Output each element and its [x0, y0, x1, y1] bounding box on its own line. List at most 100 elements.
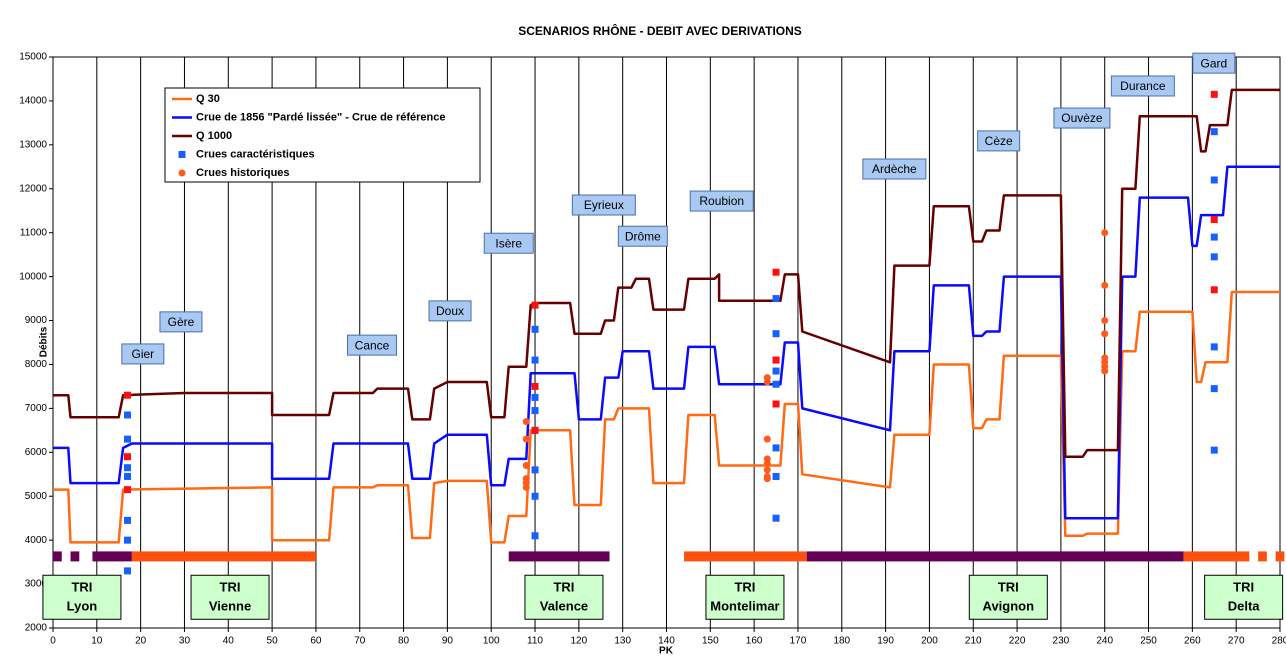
scatter-point [123, 516, 131, 524]
series-line [53, 290, 1280, 544]
scatter-point [123, 486, 131, 494]
scatter-point [123, 567, 131, 575]
legend-label: Crues historiques [196, 167, 290, 179]
x-tick-label: 60 [310, 636, 322, 647]
legend-label: Crues caractéristiques [196, 148, 315, 160]
scatter-point [531, 532, 539, 540]
scatter-point [531, 382, 539, 390]
legend-swatch [178, 151, 186, 158]
scatter-point [763, 475, 771, 483]
x-tick-label: 170 [790, 636, 807, 647]
scatter-point [1210, 128, 1218, 136]
scatter-point [123, 391, 131, 399]
scatter-point [531, 356, 539, 364]
band-segment [1275, 551, 1285, 562]
scatter-point [1210, 176, 1218, 184]
scatter-point [1210, 385, 1218, 393]
x-tick-label: 100 [483, 636, 500, 647]
tri-label: TRI [220, 580, 241, 595]
tri-label: TRI [734, 580, 755, 595]
scatter-point [522, 483, 530, 491]
y-tick-label: 15000 [19, 52, 47, 63]
annotation-label: Eyrieux [584, 198, 624, 212]
scatter-point [1210, 90, 1218, 98]
scatter-point [763, 435, 771, 443]
y-tick-label: 2000 [25, 623, 48, 634]
tri-label: TRI [1233, 580, 1254, 595]
series-line [53, 165, 1280, 520]
x-tick-label: 210 [965, 636, 982, 647]
legend-swatch [178, 169, 186, 177]
tri-label: Vienne [209, 599, 251, 614]
scatter-point [772, 356, 780, 364]
scatter-point [1210, 286, 1218, 294]
x-tick-label: 190 [877, 636, 894, 647]
annotation-label: Ouvèze [1061, 111, 1103, 125]
annotation-box [483, 232, 534, 254]
y-tick-label: 12000 [19, 183, 47, 194]
annotation-label: Gier [131, 347, 154, 361]
tri-box [524, 574, 604, 620]
x-tick-label: 200 [921, 636, 938, 647]
x-tick-label: 40 [223, 636, 235, 647]
scatter-point [522, 418, 530, 426]
annotation-box [428, 300, 472, 322]
scatter-point [1101, 367, 1109, 375]
annotation-label: Cance [355, 338, 390, 352]
scatter-point [531, 466, 539, 474]
band-segment [508, 551, 610, 562]
annotation-box [689, 190, 754, 212]
scatter-point [1210, 446, 1218, 454]
tri-label: Valence [540, 599, 588, 614]
scatter-point [1210, 216, 1218, 224]
annotation-label: Gère [168, 315, 195, 329]
tri-box [705, 574, 785, 620]
tri-label: Lyon [67, 599, 98, 614]
tri-label: Delta [1228, 599, 1261, 614]
scatter-point [1210, 253, 1218, 261]
y-tick-label: 7000 [25, 403, 48, 414]
x-tick-label: 280 [1272, 636, 1286, 647]
y-tick-label: 14000 [19, 96, 47, 107]
scatter-point [763, 466, 771, 474]
x-tick-label: 130 [614, 636, 631, 647]
scatter-point [522, 461, 530, 469]
x-tick-label: 160 [746, 636, 763, 647]
scatter-point [772, 330, 780, 338]
annotation-box [977, 130, 1021, 152]
x-tick-label: 260 [1184, 636, 1201, 647]
annotation-box [1053, 107, 1111, 129]
scatter-point [123, 472, 131, 480]
scatter-point [531, 492, 539, 500]
annotation-box [862, 158, 927, 180]
x-tick-label: 250 [1140, 636, 1157, 647]
scatter-point [531, 301, 539, 309]
legend-label: Q 30 [196, 93, 220, 105]
annotation-label: Drôme [625, 229, 661, 243]
scatter-point [772, 444, 780, 452]
tri-box [968, 574, 1048, 620]
x-tick-label: 150 [702, 636, 719, 647]
band-segment [70, 551, 80, 562]
chart-title: SCENARIOS RHÔNE - DEBIT AVEC DERIVATIONS [518, 23, 802, 38]
annotation-label: Isère [495, 236, 522, 250]
tri-label: TRI [71, 580, 92, 595]
tri-box [190, 574, 270, 620]
scatter-point [123, 411, 131, 419]
x-tick-label: 120 [571, 636, 588, 647]
scatter-point [1101, 330, 1109, 338]
band-segment [53, 551, 62, 562]
scatter-point [772, 295, 780, 303]
y-tick-label: 3000 [25, 579, 48, 590]
annotation-label: Cèze [985, 134, 1013, 148]
band-segment [92, 551, 132, 562]
x-tick-label: 90 [442, 636, 454, 647]
annotation-box [159, 311, 203, 333]
scatter-point [772, 380, 780, 388]
plot-frame [52, 56, 1281, 629]
scatter-point [531, 325, 539, 333]
scatter-point [772, 472, 780, 480]
y-tick-label: 6000 [25, 447, 48, 458]
y-tick-label: 10000 [19, 271, 47, 282]
